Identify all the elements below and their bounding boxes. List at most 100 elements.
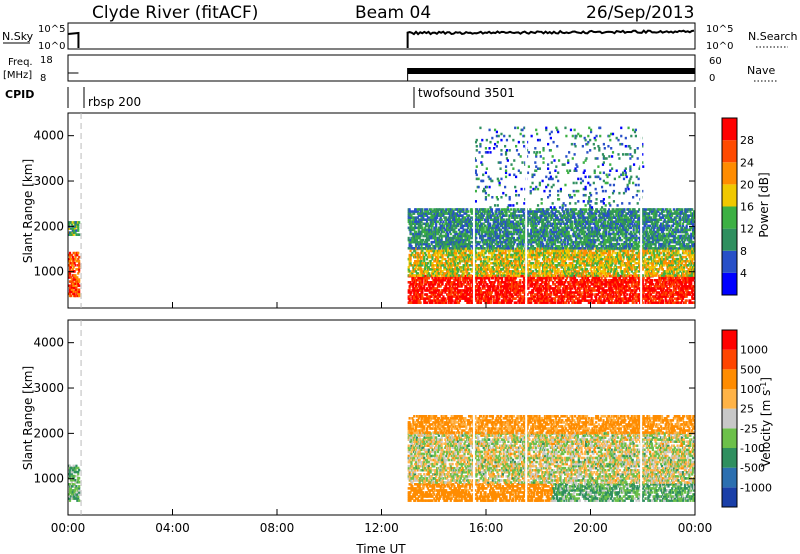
range-cell	[442, 251, 445, 255]
range-cell	[658, 255, 661, 259]
range-cell	[605, 259, 608, 263]
range-cell	[643, 257, 646, 261]
range-cell	[447, 295, 451, 298]
range-cell	[558, 278, 561, 282]
range-cell	[578, 268, 581, 271]
range-cell	[521, 259, 525, 263]
range-cell	[513, 272, 516, 275]
range-cell	[522, 301, 526, 304]
range-cell	[467, 266, 470, 269]
range-cell	[585, 259, 589, 263]
range-cell	[454, 283, 457, 286]
range-cell	[464, 276, 467, 280]
range-cell	[625, 274, 628, 277]
range-cell	[563, 259, 567, 263]
range-cell	[608, 283, 611, 286]
range-cell	[423, 255, 426, 259]
range-cell	[522, 283, 526, 286]
range-cell	[490, 291, 494, 294]
range-cell	[612, 249, 615, 253]
range-cell	[494, 301, 497, 304]
range-cell	[541, 278, 544, 282]
range-cell	[68, 276, 71, 279]
range-cell	[682, 268, 686, 271]
range-cell	[612, 259, 615, 263]
range-cell	[617, 261, 621, 265]
range-cell	[78, 233, 81, 236]
range-cell	[666, 289, 669, 292]
range-cell	[457, 268, 461, 271]
range-cell	[653, 301, 656, 304]
range-cell	[633, 287, 636, 290]
range-cell	[445, 283, 448, 286]
nsky-tick-top: 10^5	[38, 24, 65, 35]
range-cell	[610, 268, 613, 271]
range-cell	[594, 276, 597, 280]
range-cell	[672, 270, 675, 273]
range-cell	[508, 281, 511, 284]
range-cell	[502, 299, 505, 302]
range-cell	[71, 268, 74, 271]
nsearch-tick-bottom: 10^0	[706, 41, 733, 52]
range-cell	[408, 289, 411, 292]
range-cell	[574, 251, 577, 255]
range-cell	[455, 249, 458, 253]
range-cell	[613, 283, 616, 286]
range-cell	[427, 251, 430, 255]
range-cell	[648, 257, 651, 261]
range-cell	[429, 268, 432, 271]
range-cell	[409, 255, 412, 259]
range-cell	[609, 270, 612, 273]
range-cell	[462, 264, 465, 267]
range-cell	[610, 253, 613, 257]
range-cell	[574, 297, 578, 300]
range-cell	[570, 270, 573, 273]
range-cell	[578, 261, 581, 265]
range-cell	[497, 287, 500, 290]
range-cell	[437, 249, 440, 253]
range-cell	[527, 278, 530, 282]
range-cell	[531, 253, 534, 257]
range-cell	[488, 278, 491, 282]
range-cell	[593, 299, 596, 302]
range-cell	[596, 293, 600, 296]
range-cell	[606, 264, 610, 267]
range-cell	[490, 255, 494, 259]
range-cell	[665, 253, 668, 257]
range-cell	[658, 253, 661, 257]
range-cell	[545, 274, 548, 277]
range-cell	[657, 297, 660, 300]
range-cell	[514, 270, 517, 273]
range-cell	[563, 264, 567, 267]
range-cell	[545, 289, 548, 292]
range-cell	[554, 285, 558, 288]
range-cell	[439, 268, 442, 271]
range-cell	[598, 268, 601, 271]
range-cell	[614, 299, 617, 302]
range-cell	[77, 229, 80, 232]
range-cell	[614, 270, 617, 273]
range-cell	[592, 272, 595, 275]
range-cell	[584, 299, 587, 302]
range-cell	[642, 285, 645, 288]
range-cell	[449, 283, 452, 286]
range-cell	[68, 223, 71, 226]
range-cell	[69, 294, 73, 298]
range-cell	[412, 266, 415, 269]
range-cell	[446, 259, 450, 263]
range-cell	[502, 287, 505, 290]
range-cell	[577, 291, 580, 294]
range-cell	[578, 259, 581, 263]
range-cell	[684, 283, 687, 286]
range-cell	[691, 291, 694, 294]
range-cell	[72, 266, 75, 269]
range-cell	[449, 276, 452, 280]
range-cell	[583, 270, 586, 273]
range-cell	[527, 270, 530, 273]
range-cell	[602, 253, 605, 257]
range-cell	[649, 285, 653, 288]
range-cell	[669, 264, 672, 267]
range-cell	[625, 276, 628, 280]
range-cell	[619, 268, 622, 271]
range-cell	[672, 266, 675, 269]
